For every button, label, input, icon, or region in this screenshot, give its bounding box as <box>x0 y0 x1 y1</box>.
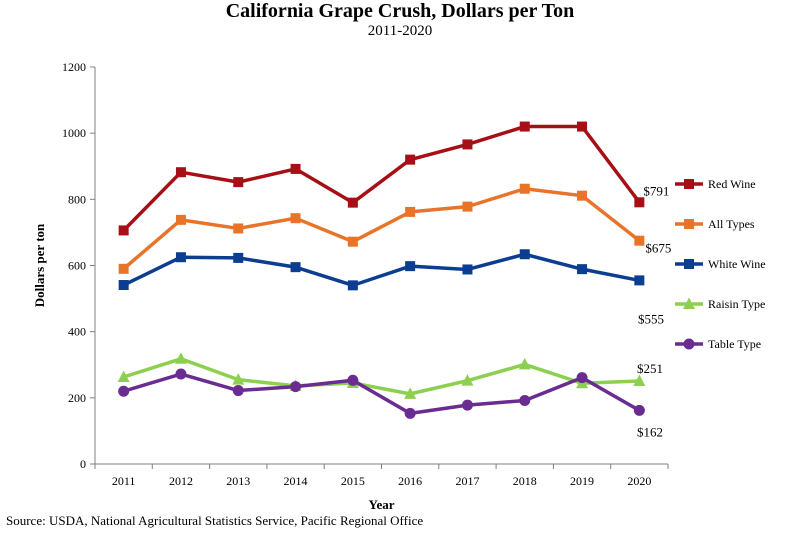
legend-marker-red-wine <box>684 179 694 189</box>
x-tick-label: 2016 <box>398 474 422 488</box>
data-point-white-wine <box>175 252 186 263</box>
data-point-all-types <box>405 206 416 217</box>
data-point-all-types <box>634 235 645 246</box>
data-point-table-type <box>633 404 645 416</box>
data-point-white-wine <box>462 264 473 275</box>
source-note: Source: USDA, National Agricultural Stat… <box>6 513 424 528</box>
legend-label-table-type: Table Type <box>708 337 761 351</box>
series-line-all-types <box>122 186 641 271</box>
data-point-table-type <box>232 385 244 397</box>
legend-marker-raisin-type <box>683 297 695 309</box>
data-point-red-wine <box>577 121 588 132</box>
x-tick-label: 2012 <box>169 474 193 488</box>
chart-marks <box>117 121 646 419</box>
x-tick-label: 2011 <box>112 474 136 488</box>
legend-label-raisin-type: Raisin Type <box>708 297 765 311</box>
data-point-raisin-type <box>633 374 646 386</box>
data-point-white-wine <box>233 252 244 263</box>
data-point-red-wine <box>405 154 416 165</box>
end-value-label: $555 <box>638 311 664 326</box>
data-point-table-type <box>290 381 302 393</box>
chart-annotations: $791 $675 $555 $251 $162 <box>637 183 671 439</box>
data-point-all-types <box>577 190 588 201</box>
data-point-all-types <box>290 213 301 224</box>
data-point-white-wine <box>118 280 129 291</box>
data-point-table-type <box>118 385 130 397</box>
data-point-red-wine <box>118 225 129 236</box>
chart-subtitle: 2011-2020 <box>367 23 433 39</box>
data-point-all-types <box>118 263 129 274</box>
legend-marker-white-wine <box>684 259 694 269</box>
x-tick-label: 2019 <box>570 474 594 488</box>
data-point-red-wine <box>634 197 645 208</box>
data-point-red-wine <box>175 167 186 178</box>
series-line-red-wine <box>122 124 641 232</box>
legend-label-all-types: All Types <box>708 217 755 231</box>
data-point-red-wine <box>233 177 244 188</box>
legend-marker-table-type <box>683 338 695 350</box>
data-point-white-wine <box>519 249 530 260</box>
data-point-table-type <box>461 399 473 411</box>
data-point-all-types <box>175 214 186 225</box>
legend-label-red-wine: Red Wine <box>708 177 756 191</box>
y-tick-label: 600 <box>68 259 86 273</box>
data-point-raisin-type <box>518 357 531 370</box>
x-tick-label: 2020 <box>627 474 651 488</box>
x-axis-title: Year <box>369 497 395 512</box>
y-tick-label: 400 <box>68 325 86 339</box>
end-value-label: $675 <box>645 241 671 256</box>
end-value-label: $251 <box>637 361 663 376</box>
data-point-table-type <box>175 368 187 380</box>
y-tick-label: 1000 <box>62 126 86 140</box>
chart-title: California Grape Crush, Dollars per Ton <box>225 0 575 22</box>
end-value-label: $162 <box>637 424 663 439</box>
data-point-all-types <box>233 223 244 234</box>
series-line-white-wine <box>122 252 640 288</box>
data-point-all-types <box>462 201 473 212</box>
x-tick-label: 2014 <box>284 474 308 488</box>
data-point-raisin-type <box>174 352 187 364</box>
data-point-all-types <box>519 183 530 194</box>
data-point-raisin-type <box>404 387 417 399</box>
end-value-label: $791 <box>643 183 669 198</box>
data-point-red-wine <box>519 121 530 132</box>
data-point-white-wine <box>290 262 301 273</box>
y-axis-title: Dollars per ton <box>32 223 47 307</box>
data-point-raisin-type <box>232 373 245 385</box>
y-tick-label: 800 <box>68 192 86 206</box>
data-point-white-wine <box>347 280 358 291</box>
data-point-table-type <box>576 372 588 384</box>
x-tick-label: 2015 <box>341 474 365 488</box>
x-tick-label: 2018 <box>513 474 537 488</box>
data-point-white-wine <box>577 264 588 275</box>
data-point-all-types <box>347 236 358 247</box>
chart-legend: Red Wine All Types White Wine Raisin Type Ta… <box>675 177 766 351</box>
legend-label-white-wine: White Wine <box>708 257 766 271</box>
data-point-red-wine <box>290 163 301 174</box>
data-point-white-wine <box>634 275 645 286</box>
series-line-raisin-type <box>123 357 640 396</box>
data-point-table-type <box>519 394 531 406</box>
x-tick-label: 2013 <box>226 474 250 488</box>
series-line-table-type <box>123 372 641 416</box>
data-point-raisin-type <box>461 374 474 386</box>
y-tick-label: 200 <box>68 391 86 405</box>
legend-marker-all-types <box>684 219 694 229</box>
data-point-table-type <box>404 407 416 419</box>
data-point-table-type <box>347 374 359 386</box>
x-tick-label: 2017 <box>455 474 479 488</box>
data-point-raisin-type <box>117 370 130 382</box>
data-point-red-wine <box>462 139 473 150</box>
y-tick-label: 1200 <box>62 60 86 74</box>
data-point-white-wine <box>405 261 416 272</box>
y-tick-label: 0 <box>80 457 86 471</box>
chart-axes: 0 200 400 600 800 1000 1200 2011 2012 2013 2014 201… <box>32 60 669 512</box>
data-point-red-wine <box>347 197 358 208</box>
